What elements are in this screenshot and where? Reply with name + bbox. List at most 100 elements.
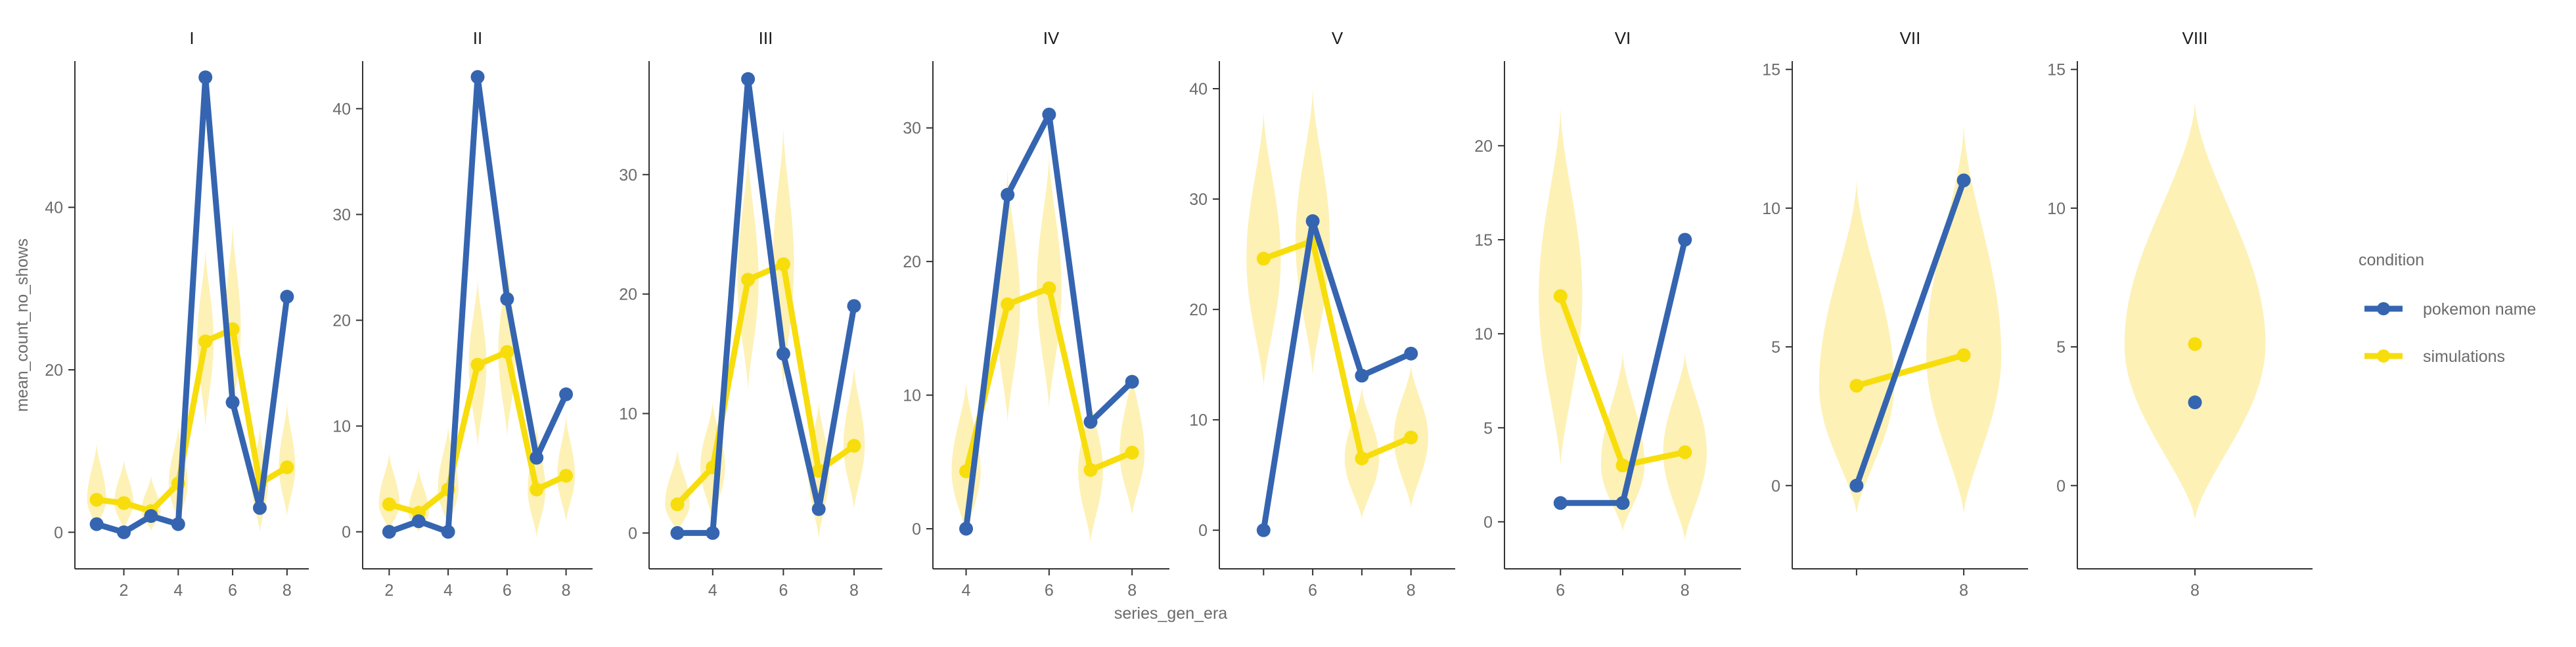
- panel-5: V 0 10 20 30 40 6 8: [1189, 28, 1455, 600]
- point-pokemon-name: [1616, 496, 1630, 510]
- point-pokemon-name: [1355, 368, 1369, 383]
- y-tick-label: 20: [1474, 137, 1493, 156]
- point-simulations: [741, 273, 756, 287]
- x-tick-label: 6: [1308, 581, 1317, 600]
- legend-entry-pokemon-name: pokemon name: [2364, 300, 2536, 319]
- violin-1: [378, 452, 400, 531]
- legend-label-pokemon-name: pokemon name: [2423, 300, 2536, 319]
- legend-entry-simulations: simulations: [2364, 347, 2505, 366]
- point-pokemon-name: [741, 72, 756, 86]
- x-tick-label: 8: [1127, 581, 1137, 600]
- point-simulations: [198, 334, 213, 349]
- series-line-pokemon-name: [1260, 218, 1414, 533]
- point-pokemon-name: [670, 525, 685, 540]
- y-tick-label: 10: [1474, 325, 1493, 344]
- panel-7: VII 0 5 10 15 8: [1762, 28, 2028, 600]
- point-simulations: [776, 257, 790, 271]
- point-pokemon-name: [280, 290, 294, 304]
- panel-1: I 0 20 40 2 4 6 8: [45, 28, 309, 600]
- point-simulations: [530, 482, 544, 497]
- point-simulations: [847, 439, 861, 453]
- panel-4: IV 0 10 20 30 4 6 8: [903, 28, 1169, 600]
- panel-title: VI: [1615, 28, 1631, 48]
- point-pokemon-name: [1042, 107, 1056, 122]
- y-tick-label: 0: [1198, 522, 1208, 540]
- point-simulations: [1849, 378, 1864, 393]
- y-tick-label: 15: [1474, 231, 1493, 250]
- point-simulations: [559, 468, 574, 483]
- y-tick-label: 0: [342, 524, 351, 542]
- point-simulations: [1256, 252, 1271, 266]
- legend-marker-simulations: [2377, 349, 2390, 363]
- y-tick-label: 20: [903, 253, 921, 271]
- legend-marker-pokemon-name: [2377, 302, 2390, 315]
- violin-3: [438, 426, 459, 527]
- y-tick-label: 20: [1189, 301, 1208, 319]
- violin-1: [1539, 108, 1583, 466]
- point-pokemon-name: [252, 501, 267, 515]
- y-tick-label: 30: [619, 166, 637, 185]
- violin-8: [279, 402, 296, 516]
- point-simulations: [1404, 430, 1418, 445]
- x-tick-label: 8: [282, 581, 292, 600]
- violin-1: [2124, 102, 2266, 519]
- point-pokemon-name: [1404, 346, 1418, 361]
- y-tick-label: 10: [332, 418, 351, 436]
- violin-1: [1819, 180, 1894, 514]
- x-tick-label: 8: [1407, 581, 1416, 600]
- point-pokemon-name: [198, 70, 213, 85]
- y-tick-label: 5: [1771, 338, 1780, 357]
- point-pokemon-name: [1125, 374, 1139, 389]
- panel-title: VIII: [2182, 28, 2207, 48]
- point-simulations: [470, 357, 485, 372]
- violin-2: [1600, 352, 1645, 531]
- y-tick-label: 10: [2047, 200, 2066, 218]
- violin-7: [557, 415, 576, 522]
- y-tick-label: 10: [1762, 200, 1780, 218]
- panel-title: VII: [1900, 28, 1921, 48]
- y-tick-label: 40: [332, 100, 351, 118]
- y-tick-label: 20: [332, 312, 351, 330]
- point-pokemon-name: [847, 299, 861, 313]
- y-tick-label: 30: [332, 206, 351, 225]
- point-simulations: [670, 497, 685, 512]
- point-pokemon-name: [1956, 173, 1971, 188]
- violin-1: [1246, 110, 1281, 387]
- y-axis-title: mean_count_no_shows: [13, 238, 32, 412]
- x-tick-label: 4: [443, 581, 453, 600]
- point-simulations: [1042, 281, 1056, 296]
- point-pokemon-name: [1305, 214, 1320, 229]
- point-simulations: [117, 496, 131, 510]
- y-tick-label: 0: [628, 524, 637, 543]
- x-axis-title: series_gen_era: [1114, 604, 1227, 623]
- point-pokemon-name: [225, 395, 240, 409]
- y-tick-label: 0: [1771, 477, 1780, 495]
- series-line-simulations: [1853, 352, 1967, 389]
- point-simulations: [959, 464, 974, 479]
- x-tick-label: 4: [173, 581, 183, 600]
- y-tick-label: 5: [1483, 419, 1493, 437]
- point-simulations: [1553, 289, 1568, 303]
- panel-title: II: [473, 28, 482, 48]
- point-simulations: [1678, 445, 1692, 459]
- y-tick-label: 40: [1189, 80, 1208, 99]
- y-tick-label: 0: [2056, 477, 2066, 495]
- violin-5: [1119, 368, 1145, 516]
- point-simulations: [280, 460, 294, 474]
- point-simulations: [500, 345, 514, 359]
- y-tick-label: 20: [619, 286, 637, 304]
- y-tick-label: 15: [2047, 61, 2066, 79]
- point-pokemon-name: [776, 347, 790, 361]
- y-tick-label: 10: [903, 387, 921, 405]
- y-tick-label: 20: [45, 361, 63, 380]
- violin-1: [87, 443, 106, 529]
- panel-title: IV: [1043, 28, 1060, 48]
- point-pokemon-name: [441, 525, 455, 539]
- legend-title: condition: [2359, 251, 2424, 269]
- violin-1: [665, 449, 690, 533]
- point-pokemon-name: [382, 525, 396, 539]
- y-tick-label: 40: [45, 199, 63, 217]
- point-pokemon-name: [1553, 496, 1568, 510]
